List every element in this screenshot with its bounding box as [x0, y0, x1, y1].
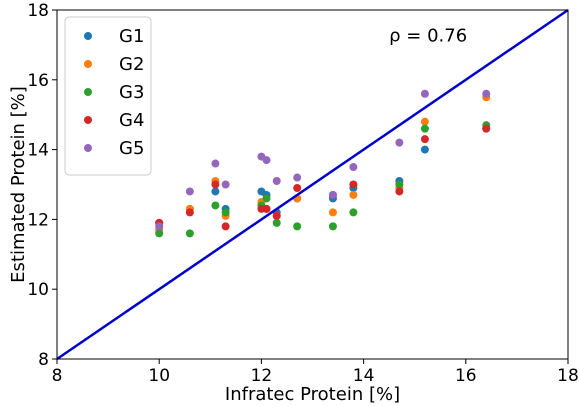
point-g4-2 — [211, 180, 220, 189]
point-g4-10 — [395, 187, 404, 196]
legend-marker-g5 — [84, 144, 92, 152]
point-g5-8 — [328, 190, 337, 199]
legend-marker-g2 — [84, 60, 92, 68]
point-g3-6 — [272, 218, 281, 227]
legend-marker-g1 — [84, 32, 92, 40]
point-g4-1 — [185, 208, 194, 217]
x-axis-ticks: 8 10 12 14 16 18 — [52, 359, 579, 386]
series-g3 — [155, 121, 491, 238]
point-g4-12 — [482, 124, 491, 133]
y-axis-label: Estimated Protein [%] — [8, 86, 29, 283]
point-g4-5 — [262, 204, 271, 213]
legend-label-g2: G2 — [119, 54, 144, 75]
legend-label-g3: G3 — [119, 82, 144, 103]
point-g1-11 — [420, 145, 429, 154]
point-g2-11 — [420, 117, 429, 126]
correlation-annotation: ρ = 0.76 — [389, 25, 467, 46]
x-tick-label: 10 — [148, 366, 170, 386]
point-g3-11 — [420, 124, 429, 133]
x-tick-label: 16 — [455, 366, 477, 386]
point-g5-2 — [211, 159, 220, 168]
legend-marker-g3 — [84, 88, 92, 96]
y-tick-label: 8 — [38, 350, 49, 370]
point-g3-9 — [349, 208, 358, 217]
point-g4-11 — [420, 135, 429, 144]
point-g3-1 — [185, 229, 194, 238]
point-g1-2 — [211, 187, 220, 196]
legend-label-g1: G1 — [119, 26, 144, 47]
y-axis-ticks: 8 10 12 14 16 18 — [27, 1, 57, 370]
y-tick-label: 12 — [27, 210, 49, 230]
point-g5-12 — [482, 89, 491, 98]
y-tick-label: 10 — [27, 280, 49, 300]
y-tick-label: 18 — [27, 1, 49, 21]
legend-frame — [64, 16, 152, 176]
point-g5-10 — [395, 138, 404, 147]
point-g5-1 — [185, 187, 194, 196]
x-axis-label: Infratec Protein [%] — [225, 384, 400, 405]
legend: G1 G2 G3 G4 G5 — [64, 16, 152, 176]
point-g5-9 — [349, 163, 358, 172]
plot-frame — [56, 9, 569, 360]
x-tick-label: 14 — [353, 366, 375, 386]
x-tick-label: 8 — [52, 366, 63, 386]
point-g3-5 — [262, 194, 271, 203]
legend-label-g5: G5 — [119, 138, 144, 159]
identity-line — [56, 8, 569, 361]
point-g3-7 — [293, 222, 302, 231]
point-g3-0 — [155, 229, 164, 238]
series-g5 — [155, 89, 491, 231]
point-g2-8 — [328, 208, 337, 217]
point-g5-3 — [221, 180, 230, 189]
point-g5-11 — [420, 89, 429, 98]
y-tick-label: 14 — [27, 141, 49, 161]
x-tick-label: 12 — [251, 366, 273, 386]
point-g3-10 — [395, 180, 404, 189]
x-tick-label: 18 — [557, 366, 579, 386]
point-g2-9 — [349, 190, 358, 199]
point-g4-6 — [272, 211, 281, 220]
legend-label-g4: G4 — [119, 110, 144, 131]
point-g3-2 — [211, 201, 220, 210]
data-points — [155, 89, 491, 238]
point-g4-7 — [293, 183, 302, 192]
point-g5-6 — [272, 177, 281, 186]
point-g3-8 — [328, 222, 337, 231]
point-g5-5 — [262, 156, 271, 165]
point-g4-3 — [221, 222, 230, 231]
point-g5-7 — [293, 173, 302, 182]
y-tick-label: 16 — [27, 71, 49, 91]
point-g5-0 — [155, 222, 164, 231]
legend-marker-g4 — [84, 116, 92, 124]
point-g4-9 — [349, 180, 358, 189]
point-g3-3 — [221, 208, 230, 217]
